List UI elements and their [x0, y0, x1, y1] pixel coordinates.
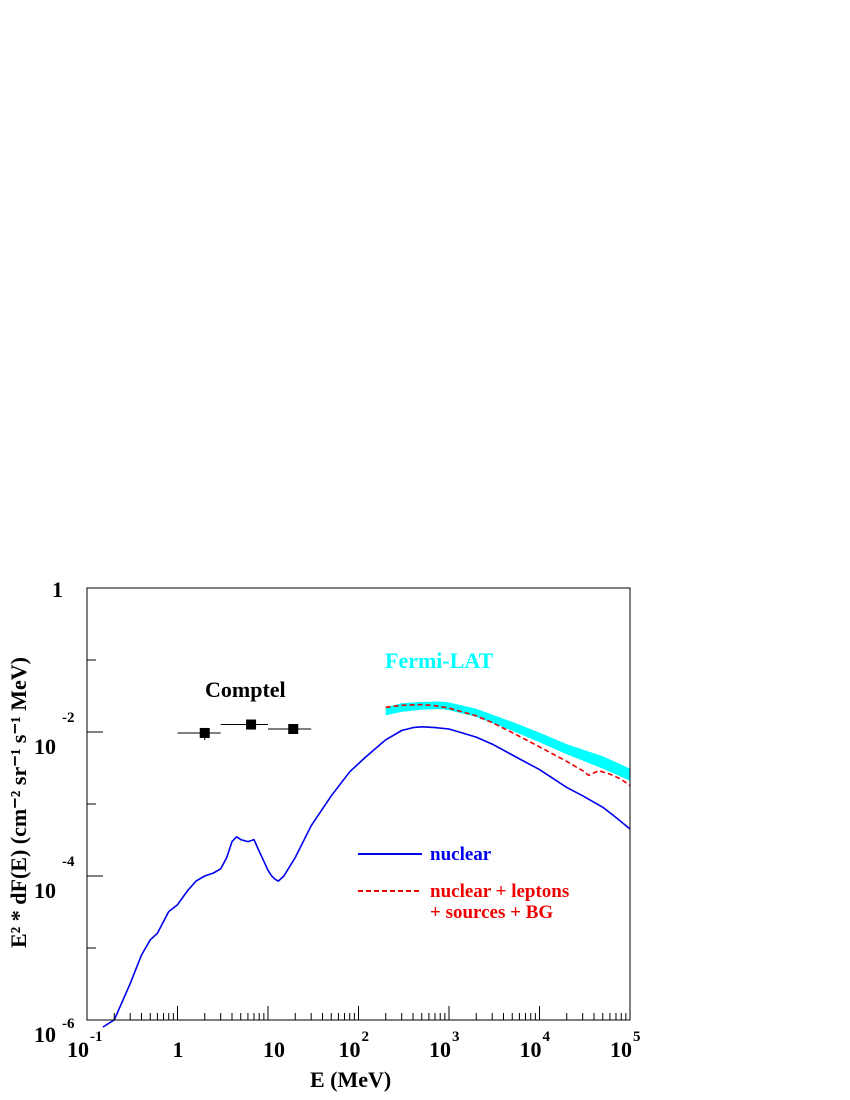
comptel-point-2 [288, 724, 299, 735]
series-total-line [385, 703, 631, 787]
comptel-point-0 [199, 727, 210, 738]
fermi-lat-band [385, 701, 630, 781]
x-tick-label: 1 [173, 1037, 184, 1062]
comptel-point-1 [246, 719, 257, 730]
legend-total-label-1: nuclear + leptons [430, 881, 569, 902]
x-axis-label: E (MeV) [310, 1067, 391, 1092]
y-tick-label: 10 [34, 734, 56, 759]
x-tick-label: 10 [263, 1037, 285, 1062]
fermi-lat-annotation: Fermi-LAT [385, 648, 494, 673]
y-tick-label: 1 [52, 577, 63, 602]
x-tick-label: 10 [520, 1037, 542, 1062]
comptel-points-layer [177, 719, 312, 741]
axis-ticks [86, 587, 627, 1021]
x-tick-labels: 10 -1 1 10 10 2 10 3 10 4 10 5 [67, 1029, 641, 1062]
legend-nuclear-label: nuclear [430, 844, 492, 865]
x-tick-label-exponent: 3 [452, 1029, 460, 1045]
comptel-annotation: Comptel [205, 677, 286, 702]
x-tick-label-exponent: -1 [90, 1029, 103, 1045]
x-tick-label: 10 [429, 1037, 451, 1062]
x-tick-label-exponent: 4 [543, 1029, 551, 1045]
series-layer [102, 703, 631, 1028]
y-tick-label-exponent: -4 [62, 854, 75, 870]
y-tick-label: 10 [34, 878, 56, 903]
y-tick-label: 10 [34, 1022, 56, 1047]
x-tick-label: 10 [339, 1037, 361, 1062]
x-tick-label: 10 [67, 1037, 89, 1062]
legend-total-label-2: + sources + BG [430, 902, 553, 923]
x-tick-label: 10 [610, 1037, 632, 1062]
plot-frame [86, 587, 631, 1021]
series-nuclear-line [102, 726, 631, 1028]
y-axis-label: E² * dF(E) (cm⁻² sr⁻¹ s⁻¹ MeV) [6, 657, 31, 948]
y-tick-label-exponent: -2 [62, 710, 75, 726]
x-tick-label-exponent: 2 [362, 1029, 370, 1045]
x-tick-label-exponent: 5 [633, 1029, 641, 1045]
y-tick-label-exponent: -6 [62, 1016, 75, 1032]
fermi-band-layer [385, 701, 630, 781]
legend: nuclear nuclear + leptons + sources + BG [358, 844, 569, 923]
y-tick-labels: 1 10 -2 10 -4 10 -6 [34, 577, 75, 1047]
